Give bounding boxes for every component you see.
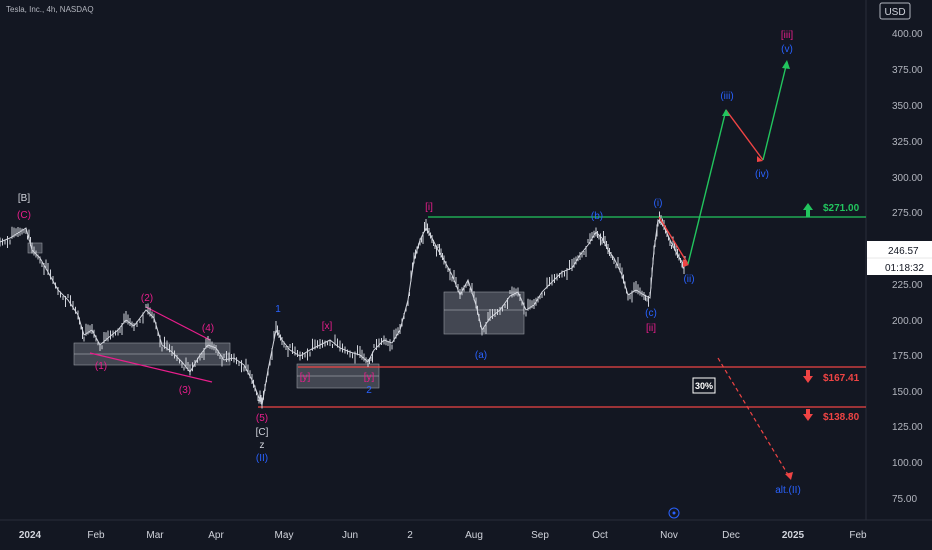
- probability-badge: [692, 377, 716, 394]
- wave-label: z: [260, 440, 265, 451]
- forecast-alt-leg: [717, 357, 791, 479]
- wave-label: (c): [645, 308, 657, 319]
- event-marker-icon[interactable]: [668, 507, 680, 519]
- symbol-title: Tesla, Inc., 4h, NASDAQ: [6, 5, 94, 14]
- wave-label: [C]: [256, 427, 269, 438]
- forecast-iv-leg: [725, 109, 764, 161]
- wave-label: alt.(II): [775, 485, 801, 496]
- currency-label: USD: [884, 7, 905, 18]
- level-138-label: $138.80: [823, 412, 860, 423]
- level-271-label: $271.00: [823, 203, 860, 214]
- event-marker-dot: [672, 511, 676, 515]
- wave-label: [i]: [425, 202, 433, 213]
- wave-label: 1: [275, 304, 281, 315]
- level-167-label: $167.41: [823, 373, 860, 384]
- wave-label: (ii): [683, 274, 694, 285]
- wave-label: [x]: [322, 321, 333, 332]
- price-levels: [258, 216, 866, 408]
- price-tick-label: 125.00: [892, 422, 923, 433]
- wedge-lines: [89, 306, 213, 383]
- currency-box[interactable]: [879, 2, 911, 20]
- wave-label: (3): [179, 385, 191, 396]
- level-markers: $271.00 $167.41 $138.80: [803, 203, 860, 423]
- price-tick-label: 300.00: [892, 173, 923, 184]
- price-tick-label: 175.00: [892, 351, 923, 362]
- forecast-iii-leg: [687, 109, 727, 265]
- last-price-value: 246.57: [888, 246, 919, 257]
- wave-label: (1): [95, 361, 107, 372]
- wave-label: (v): [781, 44, 793, 55]
- price-tick-label: 200.00: [892, 316, 923, 327]
- time-tick-label: Dec: [722, 530, 740, 541]
- wave-label: (5): [256, 413, 268, 424]
- time-tick-label: Feb: [87, 530, 105, 541]
- forecast-v-leg: [762, 61, 788, 161]
- forecast-paths: [658, 60, 793, 480]
- probability-text: 30%: [695, 381, 713, 391]
- wave-label: 2: [366, 385, 372, 396]
- wave-label: (2): [141, 293, 153, 304]
- arrowhead-v: [782, 60, 790, 69]
- last-price-countdown: 01:18:32: [885, 263, 924, 274]
- wedge-upper: [145, 306, 211, 341]
- time-tick-label: Aug: [465, 530, 483, 541]
- wave-label: (II): [256, 453, 268, 464]
- price-tick-label: 375.00: [892, 65, 923, 76]
- price-tick-label: 325.00: [892, 137, 923, 148]
- time-tick-label: Feb: [849, 530, 867, 541]
- time-tick-label: May: [275, 530, 294, 541]
- wave-label: (4): [202, 323, 214, 334]
- time-tick-label: Oct: [592, 530, 608, 541]
- wave-label: (C): [17, 210, 31, 221]
- wave-label: (iv): [755, 169, 769, 180]
- down-arrow-icon: [803, 409, 813, 421]
- time-tick-label: 2: [407, 530, 413, 541]
- price-tick-label: 225.00: [892, 280, 923, 291]
- arrowhead-iii: [722, 109, 730, 116]
- wave-label: (a): [475, 350, 487, 361]
- price-tick-label: 400.00: [892, 29, 923, 40]
- wave-label: [B]: [18, 193, 30, 204]
- wave-label: (b): [591, 211, 603, 222]
- time-ticks: 2024 Feb Mar Apr May Jun 2 Aug Sep Oct Nov Dec 2025 F…: [19, 530, 867, 541]
- arrowhead-ii: [683, 259, 689, 267]
- time-tick-label: 2025: [782, 530, 805, 541]
- wave-label: [iii]: [781, 30, 793, 41]
- price-tick-label: 75.00: [892, 494, 917, 505]
- price-tick-label: 150.00: [892, 387, 923, 398]
- wedge-lower: [89, 352, 213, 383]
- time-tick-label: Jun: [342, 530, 358, 541]
- wave-label: [ii]: [646, 323, 656, 334]
- wave-label: [y]: [364, 372, 375, 383]
- time-tick-label: Apr: [208, 530, 224, 541]
- time-tick-label: Sep: [531, 530, 549, 541]
- arrowhead-iv: [757, 156, 763, 162]
- price-tick-label: 275.00: [892, 208, 923, 219]
- wave-label: (iii): [720, 91, 733, 102]
- time-tick-label: 2024: [19, 530, 42, 541]
- down-arrow-icon: [803, 370, 813, 383]
- wave-labels: [B] (C) (1) (2) (3) (4) (5) [C] z (II) 1…: [17, 30, 801, 496]
- time-tick-label: Nov: [660, 530, 678, 541]
- price-tick-label: 100.00: [892, 458, 923, 469]
- forecast-ii-leg: [658, 216, 689, 265]
- candles: [0, 211, 686, 409]
- price-ticks: 400.00375.00350.00325.00300.00275.00250.…: [892, 29, 923, 505]
- price-tick-label: 350.00: [892, 101, 923, 112]
- up-arrow-icon: [803, 203, 813, 217]
- wave-label: [y]: [300, 372, 311, 383]
- arrowhead-alt: [785, 472, 793, 480]
- wave-label: (i): [654, 198, 663, 209]
- time-tick-label: Mar: [146, 530, 164, 541]
